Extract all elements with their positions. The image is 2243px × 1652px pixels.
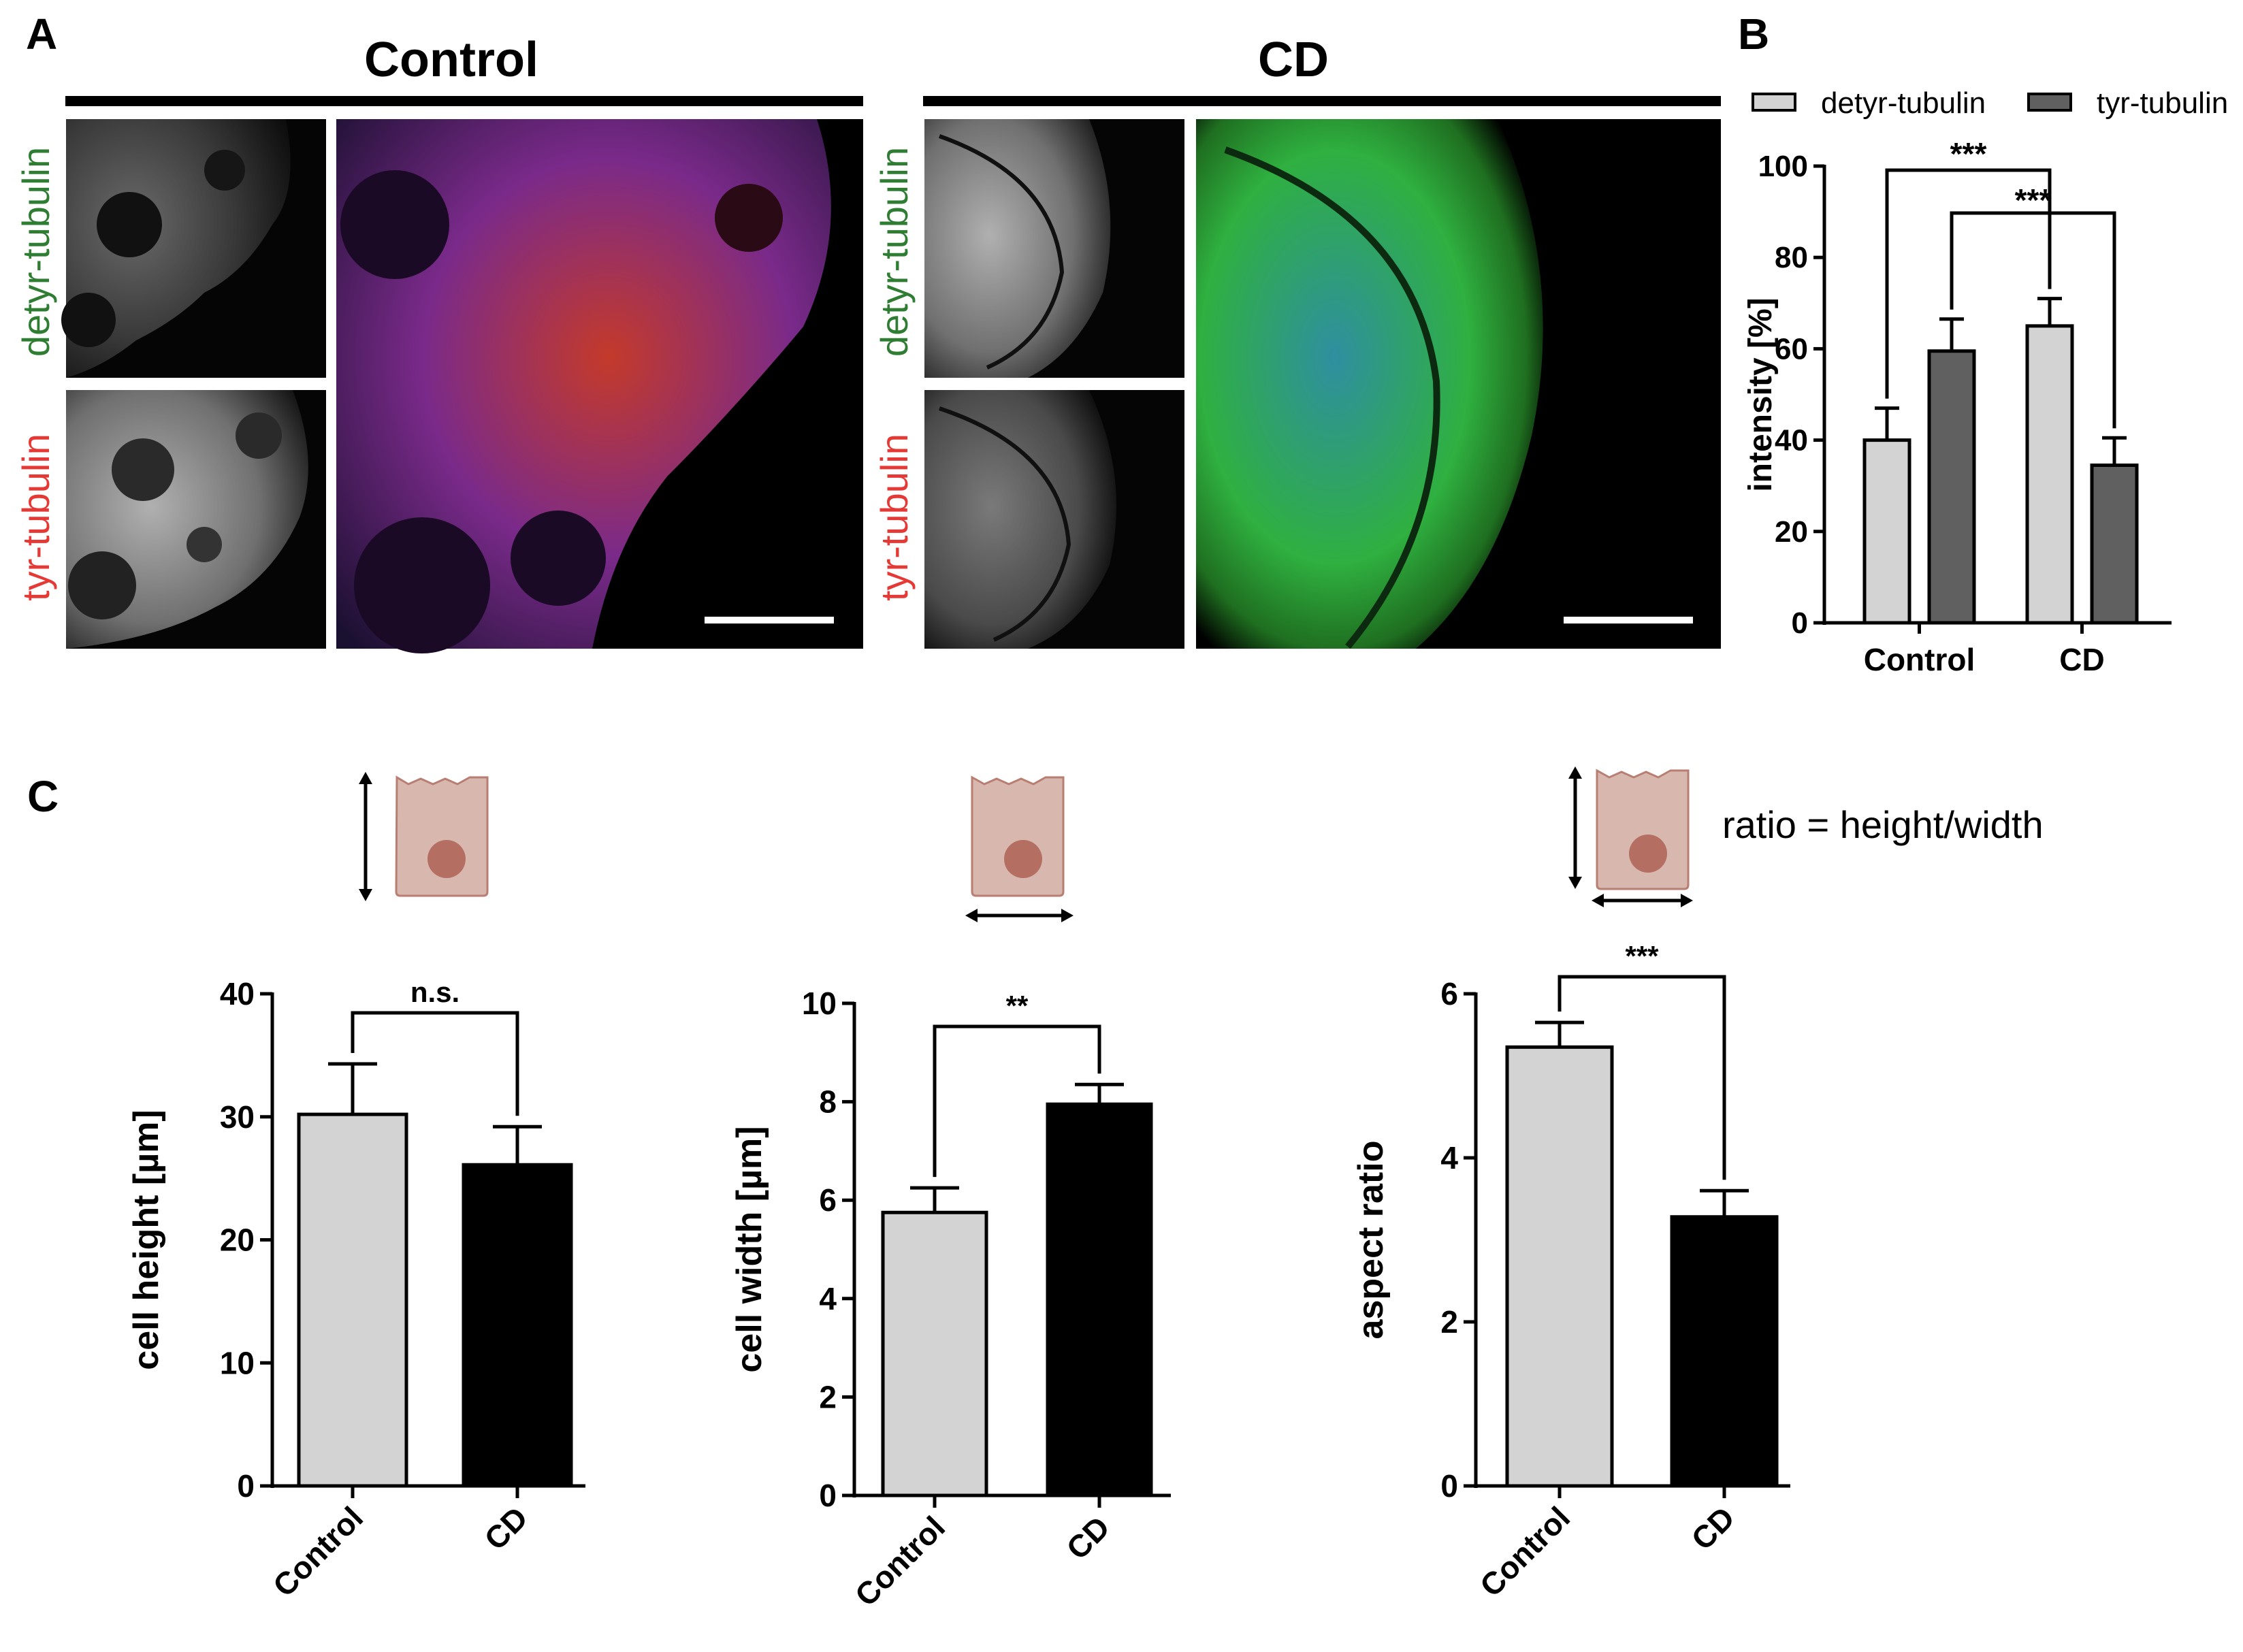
c-y-tick-label: 6: [1440, 976, 1458, 1011]
chart-c-aspect-ratio: 0 2 4 6 aspect ratio Control CD ***: [1351, 940, 1790, 1604]
cd-label-tyr-tubulin: tyr-tubulin: [873, 434, 916, 601]
c-y-tick-label: 30: [220, 1099, 255, 1135]
c-y-tick-label: 0: [237, 1468, 255, 1504]
cd-tyr-micrograph: [924, 390, 1184, 649]
control-group-bar: [65, 96, 863, 106]
c-y-tick-label: 0: [1440, 1468, 1458, 1504]
panel-a-letter: A: [26, 10, 57, 59]
b-y-tick-label: 0: [1792, 606, 1808, 640]
panel-c-letter: C: [27, 772, 59, 821]
cd-detyr-micrograph: [924, 119, 1184, 378]
b-y-tick-label: 40: [1775, 424, 1808, 457]
b-bar: [1927, 349, 1976, 625]
b-bar: [2090, 464, 2139, 625]
control-scale-bar: [705, 617, 834, 623]
c-significance-label: **: [1006, 990, 1029, 1022]
c-bar: [1670, 1215, 1779, 1488]
cd-group-title: CD: [1258, 33, 1329, 87]
b-y-tick-label: 20: [1775, 515, 1808, 549]
b-bar: [1862, 438, 1911, 625]
cd-label-detyr-tubulin: detyr-tubulin: [873, 147, 916, 357]
control-group-title: Control: [364, 33, 538, 87]
c-y-tick-label: 10: [220, 1345, 255, 1380]
b-significance-label: ***: [2015, 182, 2052, 218]
b-x-tick-label: Control: [1864, 642, 1975, 677]
c-significance-label: ***: [1625, 940, 1659, 972]
b-significance-bracket: [1950, 211, 2116, 429]
cd-scale-bar: [1564, 617, 1693, 623]
cell-ratio-icon: [1568, 766, 1693, 907]
c-y-tick-label: 10: [802, 986, 837, 1021]
c-significance-bracket: [933, 1024, 1101, 1178]
c-bar: [881, 1210, 988, 1497]
control-tyr-micrograph: [66, 390, 326, 649]
c-significance-label: n.s.: [410, 976, 459, 1008]
b-y-tick-label: 60: [1775, 332, 1808, 366]
c-y-tick-label: 0: [819, 1478, 837, 1513]
c-y-tick-label: 2: [819, 1379, 837, 1414]
b-legend-swatch: [1752, 93, 1796, 112]
b-significance-label: ***: [1950, 136, 1987, 172]
c-x-tick-label: CD: [1059, 1509, 1116, 1566]
c-y-tick-label: 4: [1440, 1140, 1458, 1176]
c-x-tick-label: Control: [1473, 1500, 1577, 1603]
ratio-formula-text: ratio = height/width: [1722, 803, 2044, 846]
control-detyr-micrograph: [61, 119, 326, 378]
c-y-tick-label: 4: [819, 1281, 837, 1316]
c-x-tick-label: Control: [848, 1509, 952, 1613]
c-significance-bracket: [351, 1011, 519, 1116]
control-label-tyr-tubulin: tyr-tubulin: [14, 434, 57, 601]
c-y-tick-label: 20: [220, 1222, 255, 1258]
control-merge-micrograph: [336, 119, 863, 653]
c-y-tick-label: 6: [819, 1182, 837, 1218]
b-y-axis-label: intensity [%]: [1743, 297, 1779, 491]
chart-b: 0 20 40 60 80 100 intensity [%] Control CD *** ***…: [1743, 86, 2228, 677]
c-y-tick-label: 40: [220, 976, 255, 1011]
c-y-axis-label: cell width [µm]: [730, 1126, 769, 1372]
c-bar: [297, 1112, 408, 1488]
cd-group-bar: [923, 96, 1721, 106]
c-x-tick-label: CD: [477, 1500, 534, 1557]
chart-c-cell-height: 0 10 20 30 40 cell height [µm] Control CD n.s.: [127, 976, 585, 1604]
cd-merge-micrograph: [1196, 119, 1721, 649]
c-bar: [1505, 1045, 1614, 1488]
c-significance-bracket: [1558, 975, 1726, 1180]
b-significance-bracket: [1885, 168, 2052, 399]
b-bar: [2025, 324, 2074, 625]
chart-c-cell-width: 0 2 4 6 8 10 cell width [µm] Control CD **: [730, 986, 1171, 1613]
c-bar: [1046, 1102, 1153, 1497]
c-x-tick-label: Control: [266, 1500, 370, 1603]
b-legend-label: detyr-tubulin: [1821, 86, 1986, 120]
c-x-tick-label: CD: [1684, 1500, 1741, 1557]
cell-width-icon: [965, 775, 1074, 922]
b-legend-label: tyr-tubulin: [2097, 86, 2228, 120]
b-legend-swatch: [2027, 93, 2072, 112]
c-y-tick-label: 2: [1440, 1304, 1458, 1340]
cell-height-icon: [359, 772, 489, 901]
control-label-detyr-tubulin: detyr-tubulin: [14, 147, 57, 357]
c-y-axis-label: aspect ratio: [1351, 1141, 1391, 1340]
b-x-tick-label: CD: [2059, 642, 2104, 677]
c-y-axis-label: cell height [µm]: [127, 1110, 166, 1370]
c-bar: [462, 1163, 573, 1488]
panel-b-letter: B: [1738, 10, 1769, 59]
b-y-tick-label: 80: [1775, 241, 1808, 274]
c-y-tick-label: 8: [819, 1084, 837, 1120]
b-y-tick-label: 100: [1758, 150, 1808, 183]
